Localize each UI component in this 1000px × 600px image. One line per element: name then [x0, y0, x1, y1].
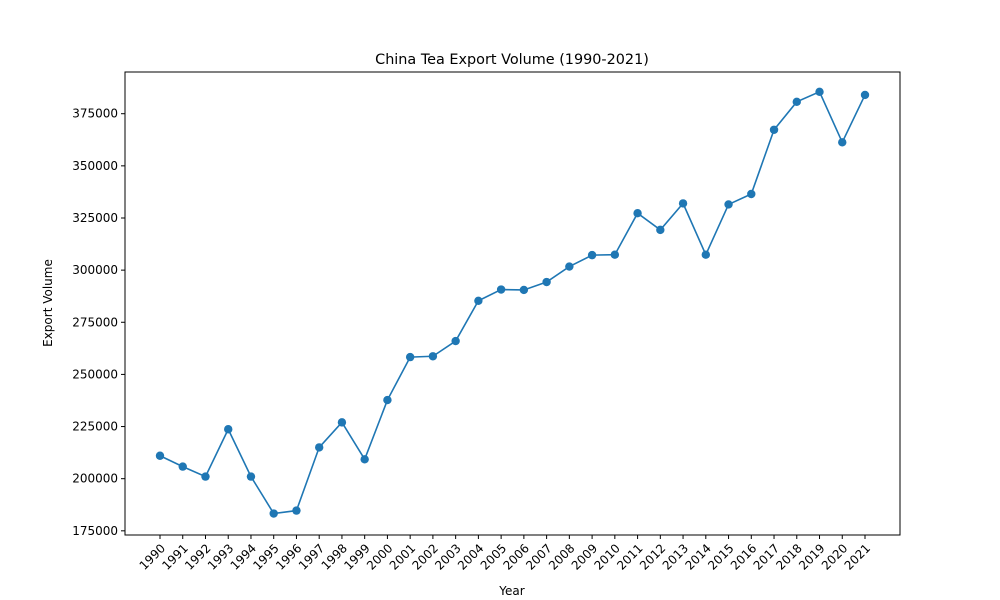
data-point: [815, 87, 824, 97]
data-point: [246, 472, 256, 481]
data-point: [701, 250, 711, 259]
y-tick-label: 250000: [72, 367, 118, 381]
data-point: [405, 352, 415, 362]
data-point: [610, 250, 620, 259]
data-point: [383, 395, 392, 405]
data-point: [474, 296, 483, 305]
data-point: [633, 208, 642, 218]
y-tick-label: 200000: [72, 472, 118, 486]
data-point: [656, 225, 665, 235]
y-axis: 175000 200000 225000 250000 275000 300000 3250…: [72, 107, 125, 538]
data-point: [155, 451, 165, 460]
chart-title: China Tea Export Volume (1990-2021): [375, 52, 649, 68]
y-tick-label: 375000: [72, 107, 118, 121]
data-point: [314, 443, 324, 452]
data-point: [542, 277, 551, 287]
data-point: [496, 285, 506, 294]
data-point: [565, 262, 574, 271]
data-point: [519, 285, 529, 295]
data-point: [337, 418, 347, 427]
y-axis-title: Export Volume: [41, 259, 55, 347]
data-point: [792, 97, 801, 107]
data-point: [769, 125, 779, 134]
data-point: [269, 509, 278, 518]
data-point: [178, 462, 187, 471]
data-point: [678, 199, 688, 208]
y-tick-label: 225000: [72, 420, 118, 434]
y-tick-label: 300000: [72, 263, 118, 277]
y-tick-label: 350000: [72, 159, 118, 173]
series-layer: [155, 87, 870, 518]
y-tick-label: 175000: [72, 524, 118, 538]
data-point: [428, 352, 438, 361]
data-point: [201, 472, 210, 481]
y-tick-label: 275000: [72, 315, 118, 329]
data-point: [451, 336, 460, 346]
data-point: [224, 425, 233, 434]
data-point: [747, 189, 756, 199]
data-point: [724, 200, 733, 209]
data-point: [860, 90, 870, 100]
x-axis-title: Year: [498, 584, 524, 598]
y-tick-label: 325000: [72, 211, 118, 225]
plot-area-frame: [124, 71, 901, 536]
data-point: [838, 138, 847, 147]
data-point: [360, 455, 369, 464]
data-point: [292, 506, 301, 515]
data-point: [587, 250, 597, 260]
